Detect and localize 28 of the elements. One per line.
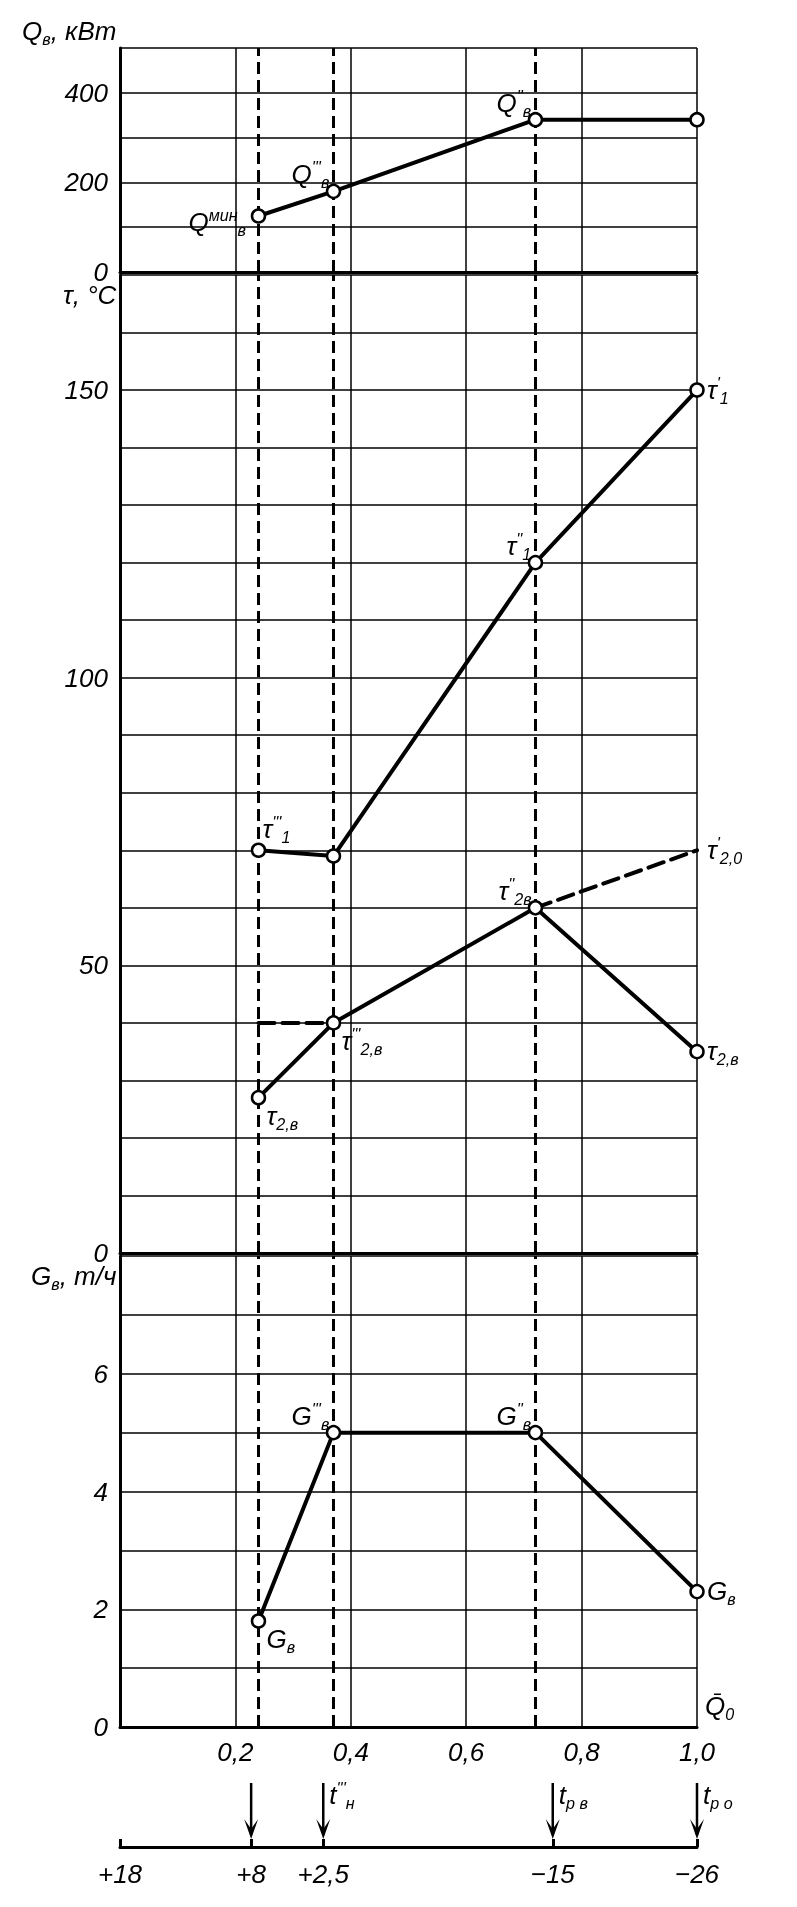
y-tick-label: 100 [64,662,109,693]
y-tick-label: 400 [64,77,109,108]
annotation: τ$_{2,в}$ [266,1100,299,1133]
y-tick-label: 0 [93,1712,109,1742]
x-tick-label: 0,6 [448,1737,485,1767]
y-axis-title: Q$_{в}$, кВт [22,16,117,48]
x2-tick-label: +18 [97,1859,143,1889]
y-axis-title: G$_{в}$, т/ч [31,1261,117,1293]
annotation: τ$_{2,в}$ [707,1036,739,1068]
x-tick-label: 0,2 [217,1737,255,1767]
y-tick-label: 200 [63,167,109,198]
y-tick-label: 2 [92,1594,109,1625]
annotation: G$_{в}$ [266,1624,296,1656]
x2-tick-label: −15 [530,1859,576,1889]
x2-tick-label: +8 [236,1859,267,1889]
x-axis-title: Q̄$_{0}$ [705,1691,735,1723]
x-tick-label: 0,4 [332,1737,369,1767]
text: t$_{р о}$ [703,1780,733,1812]
x2-tick-label: −26 [674,1859,720,1889]
x2-tick-label: +2,5 [297,1859,350,1889]
text: t$_{р в}$ [558,1780,588,1812]
y-tick-label: 150 [64,375,109,406]
y-tick-label: 4 [93,1476,108,1507]
x-tick-label: 1,0 [678,1737,716,1767]
y-tick-label: 6 [93,1358,109,1389]
y-tick-label: 50 [79,950,109,981]
x-tick-label: 0,8 [563,1737,601,1767]
annotation: G$_{в}$ [707,1576,736,1608]
